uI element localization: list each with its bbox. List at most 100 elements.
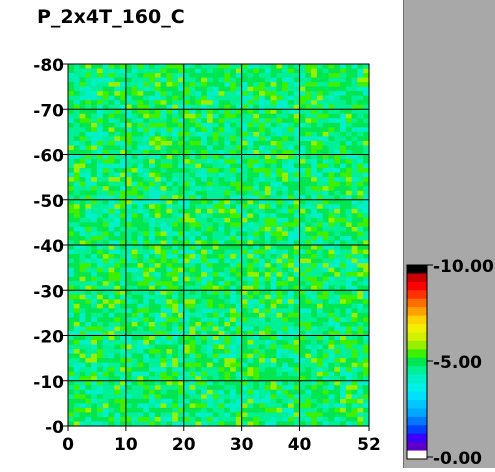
heatmap-cell <box>270 73 277 79</box>
heatmap-cell <box>322 231 330 237</box>
heatmap-cell <box>91 113 98 119</box>
heatmap-cell <box>183 118 191 124</box>
heatmap-cell <box>299 308 306 314</box>
heatmap-cell <box>299 394 306 400</box>
heatmap-cell <box>276 312 283 319</box>
heatmap-cell <box>264 127 272 133</box>
heatmap-cell <box>212 349 220 355</box>
heatmap-cell <box>189 113 196 119</box>
heatmap-cell <box>345 159 353 165</box>
heatmap-cell <box>102 317 110 323</box>
heatmap-cell <box>114 349 121 355</box>
heatmap-cell <box>316 254 324 260</box>
heatmap-cell <box>276 118 283 124</box>
heatmap-cell <box>160 82 168 88</box>
heatmap-cell <box>351 217 359 223</box>
heatmap-cell <box>91 254 98 260</box>
heatmap-cell <box>206 199 214 205</box>
heatmap-cell <box>230 272 237 278</box>
heatmap-cell <box>149 145 156 151</box>
heatmap-cell <box>322 91 330 97</box>
heatmap-cell <box>96 213 104 219</box>
heatmap-cell <box>73 416 81 423</box>
heatmap-cell <box>125 217 133 223</box>
heatmap-cell <box>160 398 168 404</box>
heatmap-cell <box>68 86 75 92</box>
heatmap-cell <box>114 159 121 165</box>
heatmap-cell <box>79 163 86 169</box>
heatmap-cell <box>328 367 335 373</box>
heatmap-cell <box>363 68 370 74</box>
heatmap-cell <box>91 64 98 70</box>
heatmap-cell <box>201 312 208 319</box>
heatmap-cell <box>201 168 208 174</box>
heatmap-cell <box>224 398 231 404</box>
heatmap-cell <box>91 208 98 214</box>
heatmap-cell <box>189 362 196 368</box>
heatmap-cell <box>311 163 318 169</box>
heatmap-cell <box>73 109 81 115</box>
heatmap-cell <box>224 330 231 337</box>
heatmap-cell <box>224 371 231 377</box>
heatmap-cell <box>270 122 277 128</box>
heatmap-cell <box>108 73 115 79</box>
heatmap-cell <box>125 168 133 174</box>
heatmap-cell <box>334 199 341 205</box>
heatmap-cell <box>253 159 260 165</box>
heatmap-cell <box>206 376 214 382</box>
heatmap-cell <box>125 340 133 346</box>
heatmap-cell <box>316 91 324 97</box>
heatmap-cell <box>322 235 330 242</box>
heatmap-cell <box>363 86 370 92</box>
heatmap-cell <box>143 412 150 418</box>
heatmap-cell <box>241 385 249 391</box>
heatmap-cell <box>235 380 243 386</box>
heatmap-cell <box>224 416 231 423</box>
heatmap-cell <box>154 163 162 169</box>
heatmap-cell <box>316 299 324 305</box>
heatmap-cell <box>230 172 237 178</box>
heatmap-cell <box>68 226 75 233</box>
heatmap-cell <box>131 344 139 350</box>
heatmap-cell <box>357 330 364 337</box>
heatmap-cell <box>79 272 86 278</box>
heatmap-cell <box>351 86 359 92</box>
heatmap-cell <box>247 308 254 314</box>
heatmap-cell <box>247 240 254 246</box>
heatmap-cell <box>96 91 104 97</box>
heatmap-cell <box>224 82 231 88</box>
heatmap-cell <box>357 294 364 300</box>
heatmap-cell <box>120 403 127 409</box>
heatmap-cell <box>334 122 341 128</box>
heatmap-cell <box>345 398 353 404</box>
heatmap-cell <box>108 389 115 395</box>
heatmap-cell <box>73 113 81 119</box>
heatmap-cell <box>108 118 115 124</box>
heatmap-cell <box>114 154 121 160</box>
heatmap-cell <box>79 240 86 246</box>
heatmap-cell <box>253 335 260 341</box>
heatmap-cell <box>79 195 86 201</box>
heatmap-cell <box>120 91 127 97</box>
heatmap-cell <box>235 281 243 287</box>
heatmap-cell <box>282 213 289 219</box>
heatmap-cell <box>293 371 301 377</box>
heatmap-cell <box>154 371 162 377</box>
heatmap-cell <box>131 245 139 251</box>
heatmap-cell <box>259 294 266 300</box>
heatmap-cell <box>305 113 312 119</box>
heatmap-cell <box>363 254 370 260</box>
heatmap-cell <box>172 340 179 346</box>
heatmap-cell <box>247 416 254 423</box>
heatmap-cell <box>68 131 75 138</box>
heatmap-cell <box>357 326 364 332</box>
heatmap-cell <box>73 77 81 83</box>
heatmap-cell <box>328 154 335 160</box>
colorbar-swatch <box>407 383 427 393</box>
heatmap-cell <box>311 358 318 364</box>
heatmap-cell <box>143 376 150 382</box>
heatmap-cell <box>125 281 133 287</box>
heatmap-cell <box>357 290 364 296</box>
heatmap-cell <box>79 77 86 83</box>
heatmap-cell <box>183 172 191 178</box>
